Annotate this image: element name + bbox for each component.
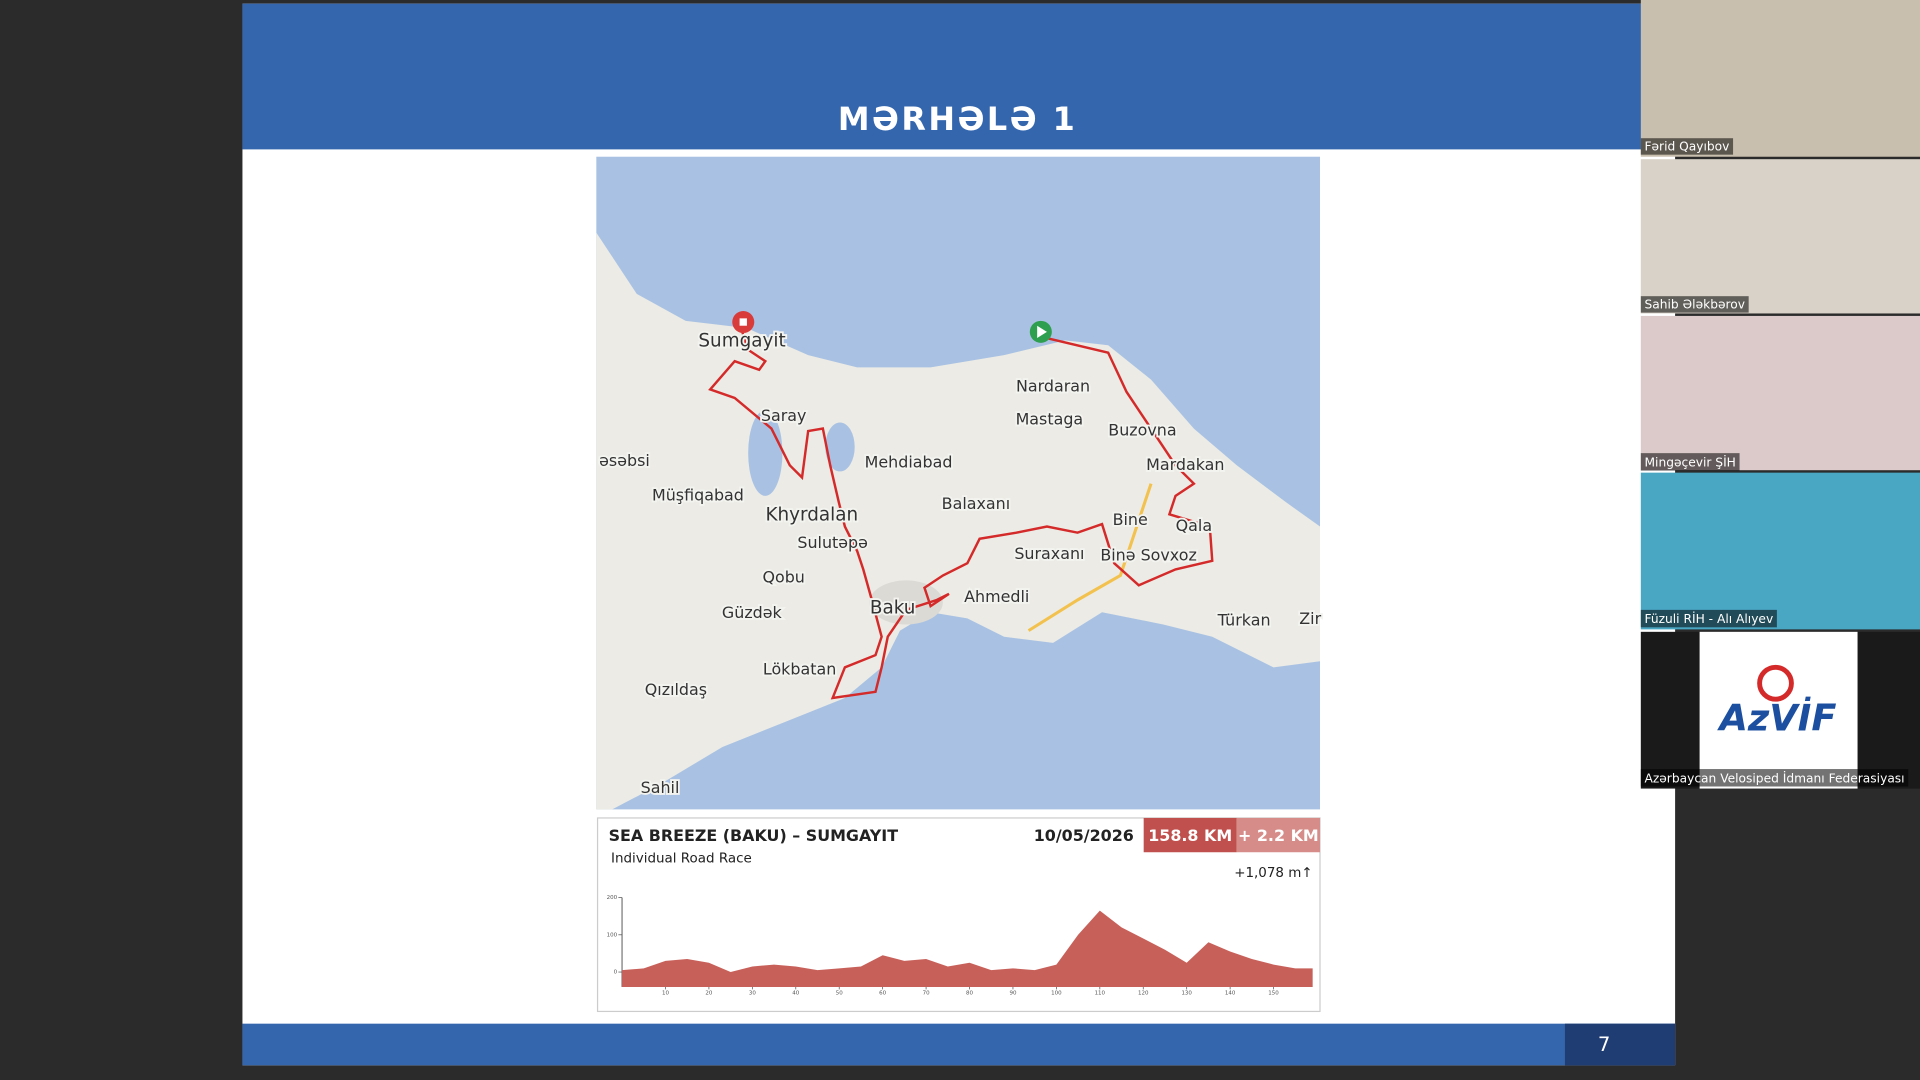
name-background [1640,296,1749,313]
race-name: SEA BREEZE (BAKU) – SUMGAYIT [609,826,899,845]
x-tick-label: 30 [749,991,756,997]
map-label: Mehdiabad [865,452,953,471]
y-tick-label: 200 [607,895,618,901]
x-tick-label: 80 [966,991,973,997]
video-tile [1640,472,1920,630]
x-tick-label: 150 [1268,991,1279,997]
x-tick-label: 120 [1138,991,1149,997]
participant-name: Mingəçevir ŞİH [1644,454,1735,469]
participant-name: Sahib Ələkbərov [1644,297,1745,311]
page-number: 7 [1598,1033,1610,1056]
map-label: əsəbsi [599,451,650,470]
map-label: Sahil [641,778,680,797]
map-label: Khyrdalan [766,505,859,526]
map-label: Balaxanı [942,494,1011,513]
race-type: Individual Road Race [611,851,752,866]
map-label: Qızıldaş [645,680,707,699]
map-label: Mardakan [1146,455,1224,474]
race-date: 10/05/2026 [1034,826,1134,845]
logo-text: AzVİF [1716,695,1836,739]
x-tick-label: 110 [1095,991,1106,997]
name-background [1640,138,1734,155]
map-label: Binə Sovxoz [1100,545,1197,564]
map-label: Ahmedli [964,587,1029,606]
x-tick-label: 10 [662,991,669,997]
map-road [1027,483,1153,632]
map-label: Qobu [762,567,804,586]
map-label: Sumgayit [698,331,785,352]
map-label: Saray [761,406,807,425]
name-background [1640,453,1740,471]
logo-box [1699,631,1858,789]
map-label: Sulutəpə [797,533,868,552]
distance-box [1143,817,1237,853]
video-tile [1640,315,1920,471]
map-label: Bine [1113,510,1148,529]
route [708,330,1214,700]
map-label: Suraxanı [1014,544,1084,563]
video-tile [1640,159,1920,314]
logo-icon [1757,664,1794,702]
y-tick-label: 100 [607,932,618,938]
x-tick-label: 60 [879,991,886,997]
map-lake [825,422,855,472]
map-label: Zir [1299,609,1321,628]
map-label: Güzdək [722,603,783,622]
race-extra: + 2.2 KM [1238,826,1319,845]
slide-footer [242,1023,1676,1066]
name-background [1640,609,1777,628]
slide-header [242,3,1676,150]
extra-box [1236,817,1320,853]
participant-name: Azərbaycan Velosiped İdmanı Federasiyası [1644,770,1904,785]
map-label: Lökbatan [763,659,836,678]
x-tick-label: 140 [1225,991,1236,997]
race-climb: +1,078 m↑ [1234,866,1312,881]
participant-name: Füzuli RİH - Alı Alıyev [1644,611,1773,626]
race-info: SEA BREEZE (BAKU) – SUMGAYIT 10/05/2026 … [596,817,1321,1013]
participants: AzVİF Fərid Qayıbov Sahib Ələkbərov Mingəç… [1640,0,1920,789]
x-tick-label: 130 [1181,991,1192,997]
video-tile [1640,0,1920,157]
finish-pin-icon [739,318,747,326]
map-land [596,232,1320,810]
x-tick-label: 20 [705,991,712,997]
x-tick-label: 100 [1051,991,1062,997]
map-label: Müşfiqabad [652,485,744,504]
map: Sumgayit Nardaran Saray Mastaga Buzovna əsəbs… [596,156,1323,810]
x-tick-label: 90 [1009,991,1016,997]
map-label: Türkan [1217,610,1271,629]
map-label: Baku [870,598,916,619]
elevation-area [622,910,1313,987]
race-distance: 158.8 KM [1148,826,1232,845]
map-label: Nardaran [1016,376,1090,395]
page-number-box [1564,1023,1676,1066]
x-tick-label: 40 [792,991,799,997]
map-label: Qala [1176,516,1212,535]
y-tick-label: 0 [614,970,618,976]
start-pin-icon [1037,325,1047,338]
participant-name: Fərid Qayıbov [1644,139,1729,153]
map-label: Buzovna [1108,421,1176,440]
x-tick-label: 50 [836,991,843,997]
map-label: Mastaga [1016,410,1084,429]
x-tick-label: 70 [923,991,930,997]
slide-title: MƏRHƏLƏ 1 [838,100,1077,138]
name-background [1640,769,1909,787]
